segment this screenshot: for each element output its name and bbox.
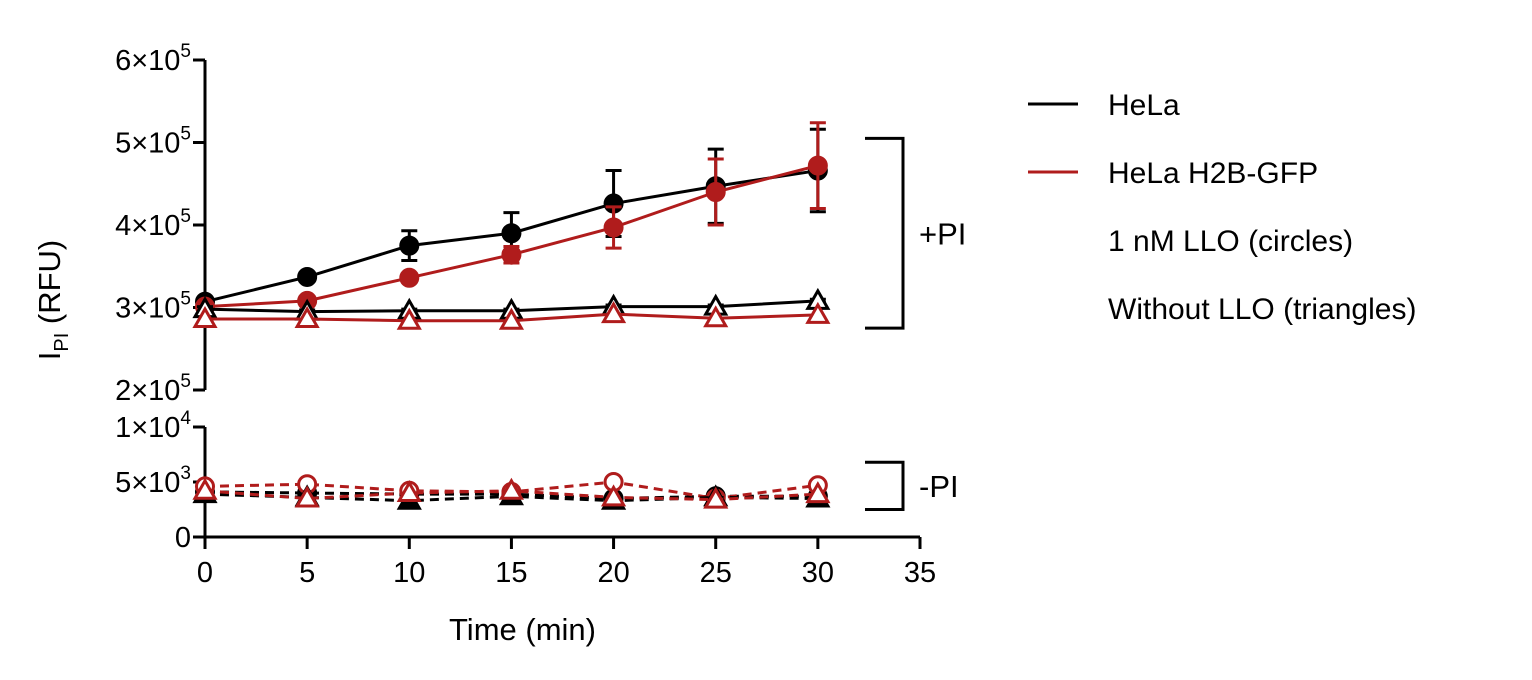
tick-exponent: 5 bbox=[180, 371, 191, 392]
tick-mantissa: 1×10 bbox=[115, 412, 180, 444]
data-point bbox=[600, 301, 627, 324]
data-point bbox=[498, 307, 525, 330]
y-title-main: I bbox=[32, 352, 67, 361]
tick-mantissa: 6×10 bbox=[115, 45, 180, 77]
x-tick-label: 15 bbox=[495, 557, 527, 589]
y-axis-title: IPI (RFU) bbox=[32, 240, 73, 361]
data-point bbox=[805, 301, 831, 324]
tick-mantissa: 5×10 bbox=[115, 128, 180, 160]
tick-mantissa: 2×10 bbox=[115, 375, 180, 407]
x-tick-label: 25 bbox=[700, 557, 732, 589]
y-tick-label: 4×105 bbox=[115, 206, 191, 242]
tick-exponent: 5 bbox=[180, 206, 191, 227]
data-point bbox=[703, 305, 729, 328]
y-tick-label: 3×105 bbox=[115, 289, 191, 325]
y-tick-label: 5×103 bbox=[115, 463, 191, 499]
x-tick-label: 35 bbox=[904, 557, 936, 589]
x-axis-title: Time (min) bbox=[449, 612, 596, 647]
data-point bbox=[192, 477, 218, 500]
series-layer bbox=[192, 121, 831, 510]
legend-label: HeLa bbox=[1108, 89, 1180, 122]
tick-exponent: 3 bbox=[180, 463, 191, 484]
data-point bbox=[396, 479, 422, 502]
y-tick-label: 5×105 bbox=[115, 124, 191, 160]
series-3 bbox=[192, 301, 831, 330]
y-tick-label: 6×105 bbox=[115, 41, 191, 77]
x-tick-label: 10 bbox=[393, 557, 425, 589]
data-point bbox=[501, 244, 522, 265]
data-point bbox=[703, 486, 729, 509]
tick-mantissa: 3×10 bbox=[115, 293, 180, 325]
data-point bbox=[192, 306, 218, 329]
data-point bbox=[705, 182, 726, 202]
data-point bbox=[600, 484, 627, 507]
data-point bbox=[805, 481, 831, 504]
x-tick-label: 30 bbox=[802, 557, 834, 589]
group-label: +PI bbox=[919, 216, 966, 251]
data-point bbox=[501, 223, 522, 244]
data-point bbox=[498, 477, 525, 500]
y-tick-label: 2×105 bbox=[115, 371, 191, 407]
y-title-unit: (RFU) bbox=[32, 240, 67, 333]
data-point bbox=[294, 306, 320, 329]
tick-exponent: 4 bbox=[180, 408, 191, 429]
data-point bbox=[297, 266, 318, 287]
tick-mantissa: 5×10 bbox=[115, 467, 180, 499]
y-title-subscript: PI bbox=[51, 333, 73, 352]
tick-exponent: 5 bbox=[180, 289, 191, 310]
legend-label: HeLa H2B-GFP bbox=[1108, 157, 1318, 190]
data-point bbox=[399, 267, 420, 288]
group-label: -PI bbox=[919, 469, 959, 504]
legend-note: 1 nM LLO (circles) bbox=[1108, 225, 1353, 258]
series-0 bbox=[195, 127, 828, 312]
group-bracket bbox=[865, 136, 905, 330]
data-point bbox=[807, 155, 828, 176]
tick-exponent: 5 bbox=[180, 41, 191, 62]
legend: +PI -PI HeLa HeLa H2B-GFP 1 nM LLO (circles)… bbox=[865, 89, 1416, 511]
x-tick-label: 0 bbox=[197, 557, 213, 589]
data-point bbox=[603, 217, 624, 238]
data-point bbox=[294, 485, 320, 508]
x-tick-label: 5 bbox=[299, 557, 315, 589]
tick-exponent: 5 bbox=[180, 124, 191, 145]
series-7 bbox=[192, 477, 831, 509]
legend-note: Without LLO (triangles) bbox=[1108, 293, 1416, 326]
y-tick-label: 0 bbox=[175, 522, 191, 554]
data-point bbox=[396, 307, 422, 330]
tick-mantissa: 4×10 bbox=[115, 210, 180, 242]
group-bracket bbox=[865, 460, 905, 511]
y-tick-label: 1×104 bbox=[115, 408, 191, 444]
data-point bbox=[399, 235, 420, 256]
x-tick-label: 20 bbox=[597, 557, 629, 589]
